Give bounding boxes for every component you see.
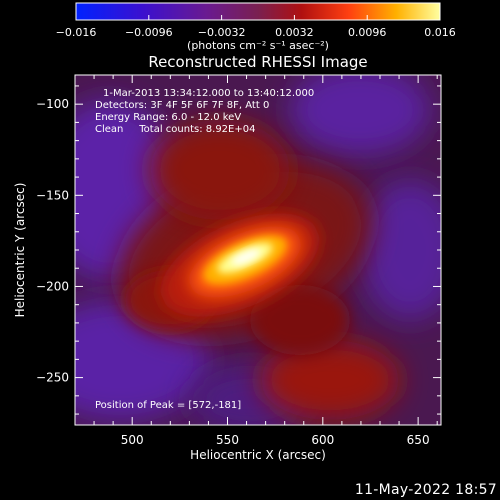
heatmap-blob bbox=[150, 120, 290, 220]
colorbar-ticks: −0.016 −0.0096 −0.0032 0.0032 0.0096 0.016 bbox=[56, 15, 456, 39]
colorbar-tick-label: −0.016 bbox=[56, 26, 97, 39]
x-tick-label: 650 bbox=[407, 433, 430, 447]
y-tick-label: −200 bbox=[36, 279, 69, 293]
y-tick-label: −250 bbox=[36, 371, 69, 385]
annotation-time-range: 1-Mar-2013 13:34:12.000 to 13:40:12.000 bbox=[103, 88, 314, 99]
colorbar-gradient bbox=[75, 2, 441, 21]
colorbar-tick-label: 0.0096 bbox=[348, 26, 387, 39]
y-tick-label: −150 bbox=[36, 188, 69, 202]
heatmap-blob bbox=[260, 340, 400, 420]
x-axis-label: Heliocentric X (arcsec) bbox=[190, 448, 326, 462]
heatmap-blob bbox=[360, 180, 441, 320]
x-axis: 500 550 600 650 bbox=[74, 75, 438, 447]
annotation-detectors: Detectors: 3F 4F 5F 6F 7F 8F, Att 0 bbox=[95, 100, 269, 111]
footer-timestamp: 11-May-2022 18:57 bbox=[354, 482, 497, 498]
y-axis: −100 −150 −200 −250 bbox=[36, 85, 441, 415]
x-tick-label: 500 bbox=[121, 433, 144, 447]
heatmap-blob bbox=[290, 75, 430, 155]
y-tick-label: −100 bbox=[36, 97, 69, 111]
colorbar-tick-label: −0.0096 bbox=[125, 26, 173, 39]
colorbar: −0.016 −0.0096 −0.0032 0.0032 0.0096 0.016 (p… bbox=[56, 2, 456, 52]
annotations: 1-Mar-2013 13:34:12.000 to 13:40:12.000 … bbox=[95, 88, 314, 411]
heatmap-blob bbox=[250, 285, 350, 355]
annotation-energy-range: Energy Range: 6.0 - 12.0 keV bbox=[95, 112, 241, 123]
chart-title: Reconstructed RHESSI Image bbox=[148, 53, 367, 71]
y-axis-label: Heliocentric Y (arcsec) bbox=[13, 183, 27, 318]
colorbar-tick-label: 0.016 bbox=[424, 26, 456, 39]
colorbar-unit-label: (photons cm⁻² s⁻¹ asec⁻²) bbox=[187, 39, 329, 52]
colorbar-tick-label: −0.0032 bbox=[198, 26, 246, 39]
annotation-clean-counts: Clean Total counts: 8.92E+04 bbox=[95, 124, 255, 135]
x-tick-label: 550 bbox=[216, 433, 239, 447]
annotation-peak-position: Position of Peak = [572,-181] bbox=[95, 400, 241, 411]
heatmap-peak bbox=[231, 249, 261, 265]
colorbar-tick-label: 0.0032 bbox=[275, 26, 314, 39]
x-tick-label: 600 bbox=[311, 433, 334, 447]
heatmap-image bbox=[75, 75, 441, 425]
